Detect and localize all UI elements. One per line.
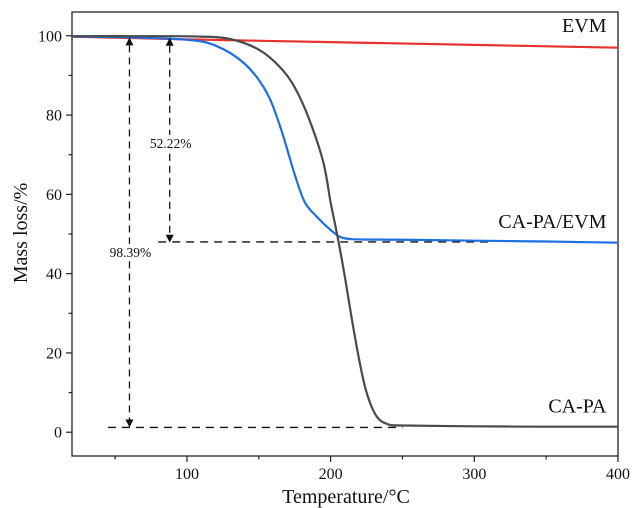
annotation-1-arrowhead-top — [165, 37, 174, 46]
y-tick-label: 100 — [38, 28, 62, 45]
reference-lines — [107, 241, 489, 429]
series-lines — [71, 35, 619, 428]
annotation-1-label: 52.22% — [150, 136, 192, 151]
annotation-2-label-bg — [105, 243, 154, 261]
annotations: 52.22% 98.39% — [105, 37, 194, 428]
y-tick-label: 20 — [46, 345, 62, 362]
annotation-2-label: 98.39% — [110, 245, 152, 260]
x-tick-label: 100 — [175, 466, 199, 483]
x-tick-label: 300 — [462, 466, 486, 483]
y-tick-label: 80 — [46, 108, 62, 125]
series-line-ca-pa — [71, 35, 618, 428]
series-label: EVM — [562, 15, 607, 37]
annotation-2-arrowhead-top — [125, 37, 134, 46]
series-line-ca-pa-evm — [71, 35, 619, 244]
annotation-2-arrowhead-bottom — [125, 419, 134, 428]
y-axis-label: Mass loss/% — [10, 183, 32, 284]
y-tick-label: 0 — [54, 425, 62, 442]
series-labels: EVM CA-PA/EVM CA-PA — [498, 15, 607, 418]
y-tick-label: 40 — [46, 266, 62, 283]
x-tick-label: 400 — [606, 466, 630, 483]
annotation-1-arrowhead-bottom — [165, 234, 174, 243]
plot-frame — [71, 11, 619, 457]
plot-axes: 100 200 300 400 0 20 40 60 80 100 — [38, 11, 630, 483]
y-tick-label: 60 — [46, 187, 62, 204]
series-label: CA-PA — [548, 395, 607, 417]
annotation-1-label-bg — [145, 134, 194, 152]
x-axis-label: Temperature/°C — [282, 486, 410, 508]
x-tick-label: 200 — [319, 466, 343, 483]
series-label: CA-PA/EVM — [498, 211, 606, 233]
